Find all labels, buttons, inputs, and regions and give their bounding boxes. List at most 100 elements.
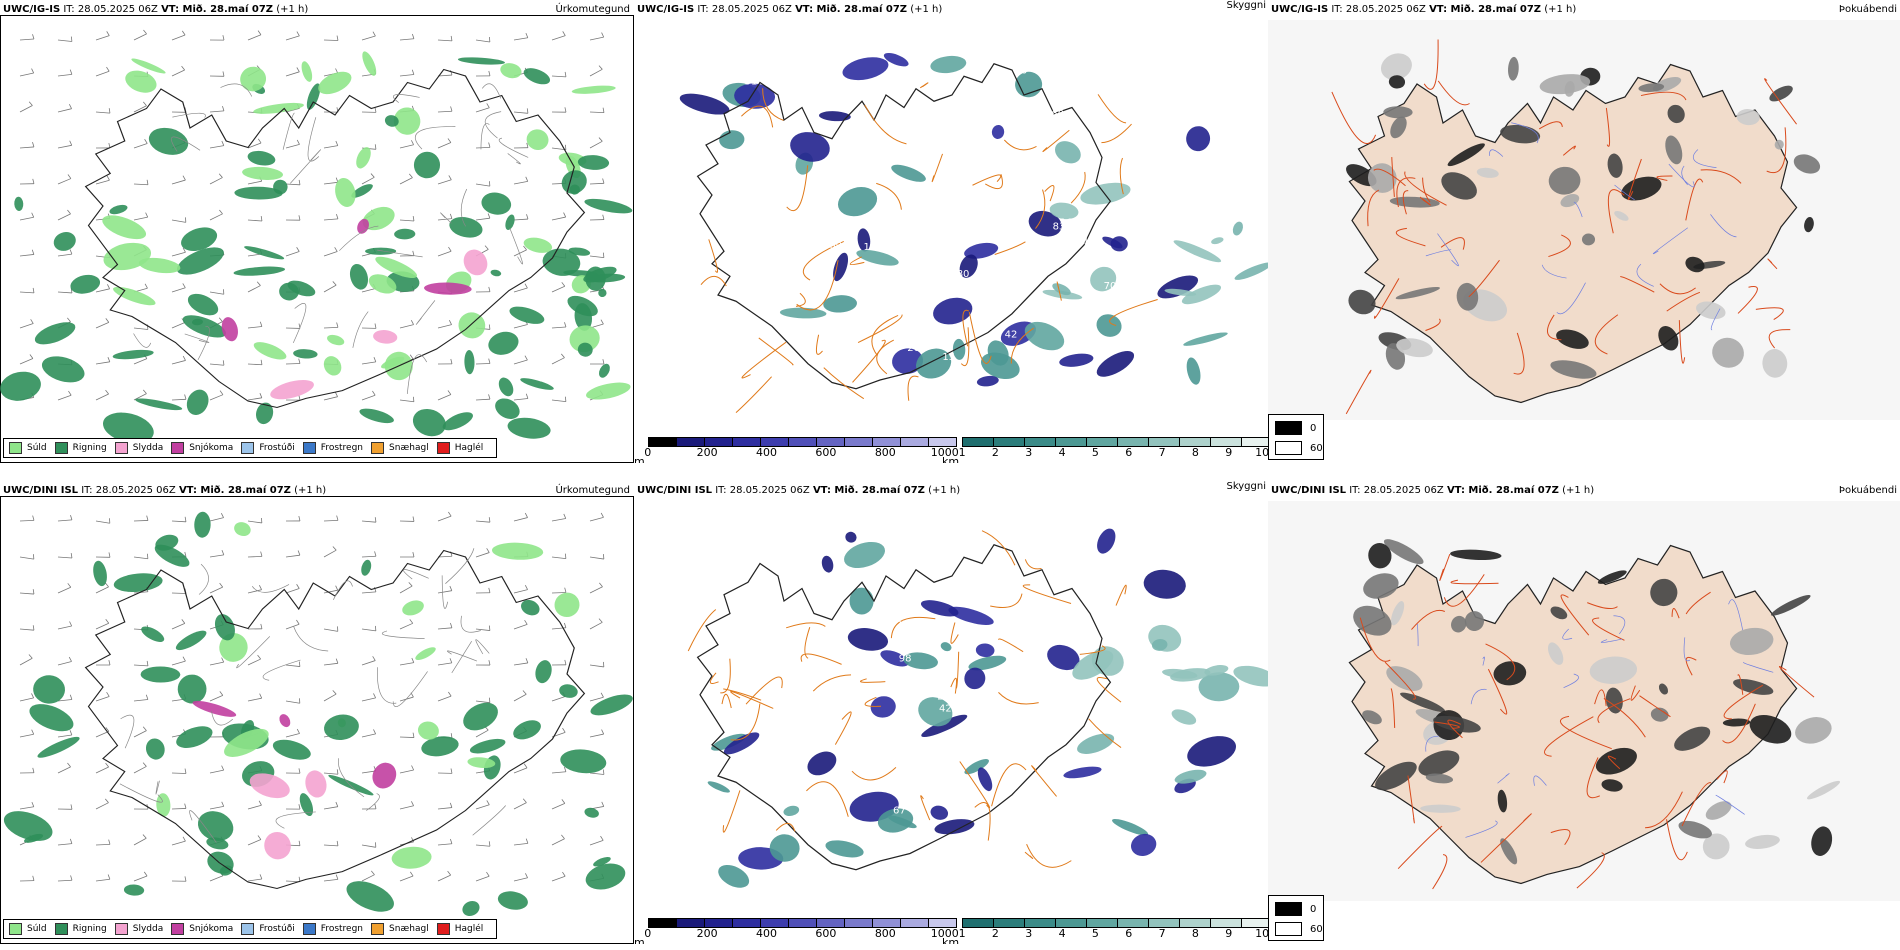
cloud-base-label: 52: [756, 189, 769, 200]
precip-legend-item: Haglél: [436, 442, 483, 454]
row1-cloud-panel: 76 42 51 80 84 128 125 71 92 09 163 15 83 87 52 51 63 206…: [634, 0, 1268, 463]
precip-area: [520, 378, 554, 390]
cloud-base-label: 163: [1060, 217, 1079, 228]
precip-area: [365, 247, 397, 255]
legend-label: Snjókoma: [189, 924, 234, 934]
row2-cloud-map: 42 89 55 98 80 10 67 29 12 20 10 27 110 63 76 145 105 100…: [687, 528, 1268, 888]
precip-area: [825, 840, 864, 858]
precip-area: [495, 398, 520, 419]
cloud-base-label: 98: [796, 738, 809, 749]
cloud-base-label: 10: [841, 741, 854, 752]
precip-type-title: Úrkomutegund: [555, 4, 630, 15]
precip-area: [991, 124, 1005, 139]
cloud-base-label: 71: [1135, 367, 1148, 378]
precip-area: [1028, 210, 1062, 237]
precip-area: [583, 266, 617, 283]
precip-area: [593, 856, 611, 867]
precip-area: [719, 130, 745, 150]
precip-area: [560, 749, 607, 774]
precip-area: [176, 247, 224, 275]
precip-area: [977, 767, 993, 792]
precip-area: [306, 83, 321, 110]
colorbar-tick-label: 1000: [930, 927, 959, 940]
valid-time: VT: Mið. 28.maí 07Z: [1446, 485, 1559, 496]
precip-area: [1702, 833, 1730, 860]
precip-area: [1077, 733, 1115, 754]
precip-area: [823, 295, 857, 313]
precip-area: [463, 249, 488, 276]
precip-area: [413, 151, 441, 179]
iceland-coastline: [696, 544, 1112, 871]
precip-area: [849, 587, 874, 615]
precip-area: [821, 555, 834, 573]
precip-area: [362, 51, 377, 76]
iceland-coastline: [84, 68, 586, 409]
legend-label: Súld: [27, 443, 47, 453]
legend-swatch: [371, 923, 385, 935]
precip-area: [934, 819, 975, 835]
precip-area: [481, 192, 512, 215]
cloud-fields: [707, 528, 1268, 888]
precip-area: [891, 164, 926, 182]
cloud-base-label: 54: [977, 259, 990, 270]
precip-legend-item: Snæhagl: [371, 923, 429, 935]
precip-area: [1678, 820, 1712, 839]
precip-area: [1096, 314, 1122, 337]
precip-area: [368, 274, 397, 294]
precip-area: [1733, 678, 1774, 695]
colorbar-tick-label: 6: [1125, 446, 1133, 459]
row1-precip-legend: Súld Rigning Slydda Snjókoma Frostúði Frostre…: [3, 438, 498, 458]
precip-area: [1362, 710, 1382, 725]
precip-area: [1595, 747, 1637, 775]
init-time: IT: 28.05.2025 06Z: [715, 485, 810, 496]
cloud-base-label: 63: [1015, 720, 1028, 731]
precip-area: [384, 115, 399, 127]
precip-area: [1762, 349, 1788, 378]
precip-area: [1795, 717, 1832, 744]
precip-area: [93, 560, 107, 587]
legend-label: Slydda: [132, 443, 164, 453]
colorbar-tick-label: 8: [1191, 446, 1199, 459]
colorbar-segment: [1118, 437, 1150, 447]
precip-area: [270, 379, 314, 400]
precip-area: [930, 805, 949, 820]
precip-area: [1174, 769, 1207, 784]
precip-area: [187, 293, 219, 316]
precip-area: [224, 728, 269, 757]
row1-cloud-map: 76 42 51 80 84 128 125 71 92 09 163 15 83 87 52 51 63 206…: [679, 52, 1268, 414]
precip-area: [1096, 350, 1135, 377]
precip-area: [458, 312, 486, 339]
precip-area: [123, 884, 145, 896]
precip-area: [921, 714, 968, 738]
colorbar-tick-label: 10: [1255, 927, 1268, 940]
colorbar-segment: [1056, 918, 1088, 928]
precip-legend-item: Slydda: [114, 923, 163, 935]
colorbar-segment: [872, 437, 901, 447]
precip-area: [1493, 661, 1527, 686]
precip-area: [1396, 338, 1433, 358]
precip-area: [181, 227, 218, 252]
precip-area: [463, 702, 498, 731]
colorbar-segment: [1087, 437, 1119, 447]
colorbar-segment: [963, 437, 995, 447]
precip-area: [207, 851, 234, 874]
colorbar-segment: [1180, 437, 1212, 447]
precip-area: [1508, 56, 1519, 81]
colorbar-tick-label: 9: [1225, 446, 1233, 459]
colorbar-segment: [994, 918, 1026, 928]
lead-time: (+1 h): [276, 4, 309, 15]
precip-area: [402, 600, 424, 616]
colorbar-tick-label: 800: [874, 446, 896, 459]
precip-area: [1388, 75, 1406, 89]
precip-area: [1607, 153, 1623, 178]
fog-fields: [1346, 53, 1821, 379]
row2-fog-map: [1268, 501, 1900, 901]
precip-area: [590, 694, 633, 716]
valid-time: VT: Mið. 28.maí 07Z: [795, 4, 908, 15]
precip-area: [1811, 826, 1833, 856]
precip-area: [1383, 539, 1424, 565]
colorbar-segment: [1087, 918, 1119, 928]
precip-area: [1186, 126, 1211, 152]
precip-area: [234, 186, 283, 200]
precip-area: [1548, 166, 1581, 195]
